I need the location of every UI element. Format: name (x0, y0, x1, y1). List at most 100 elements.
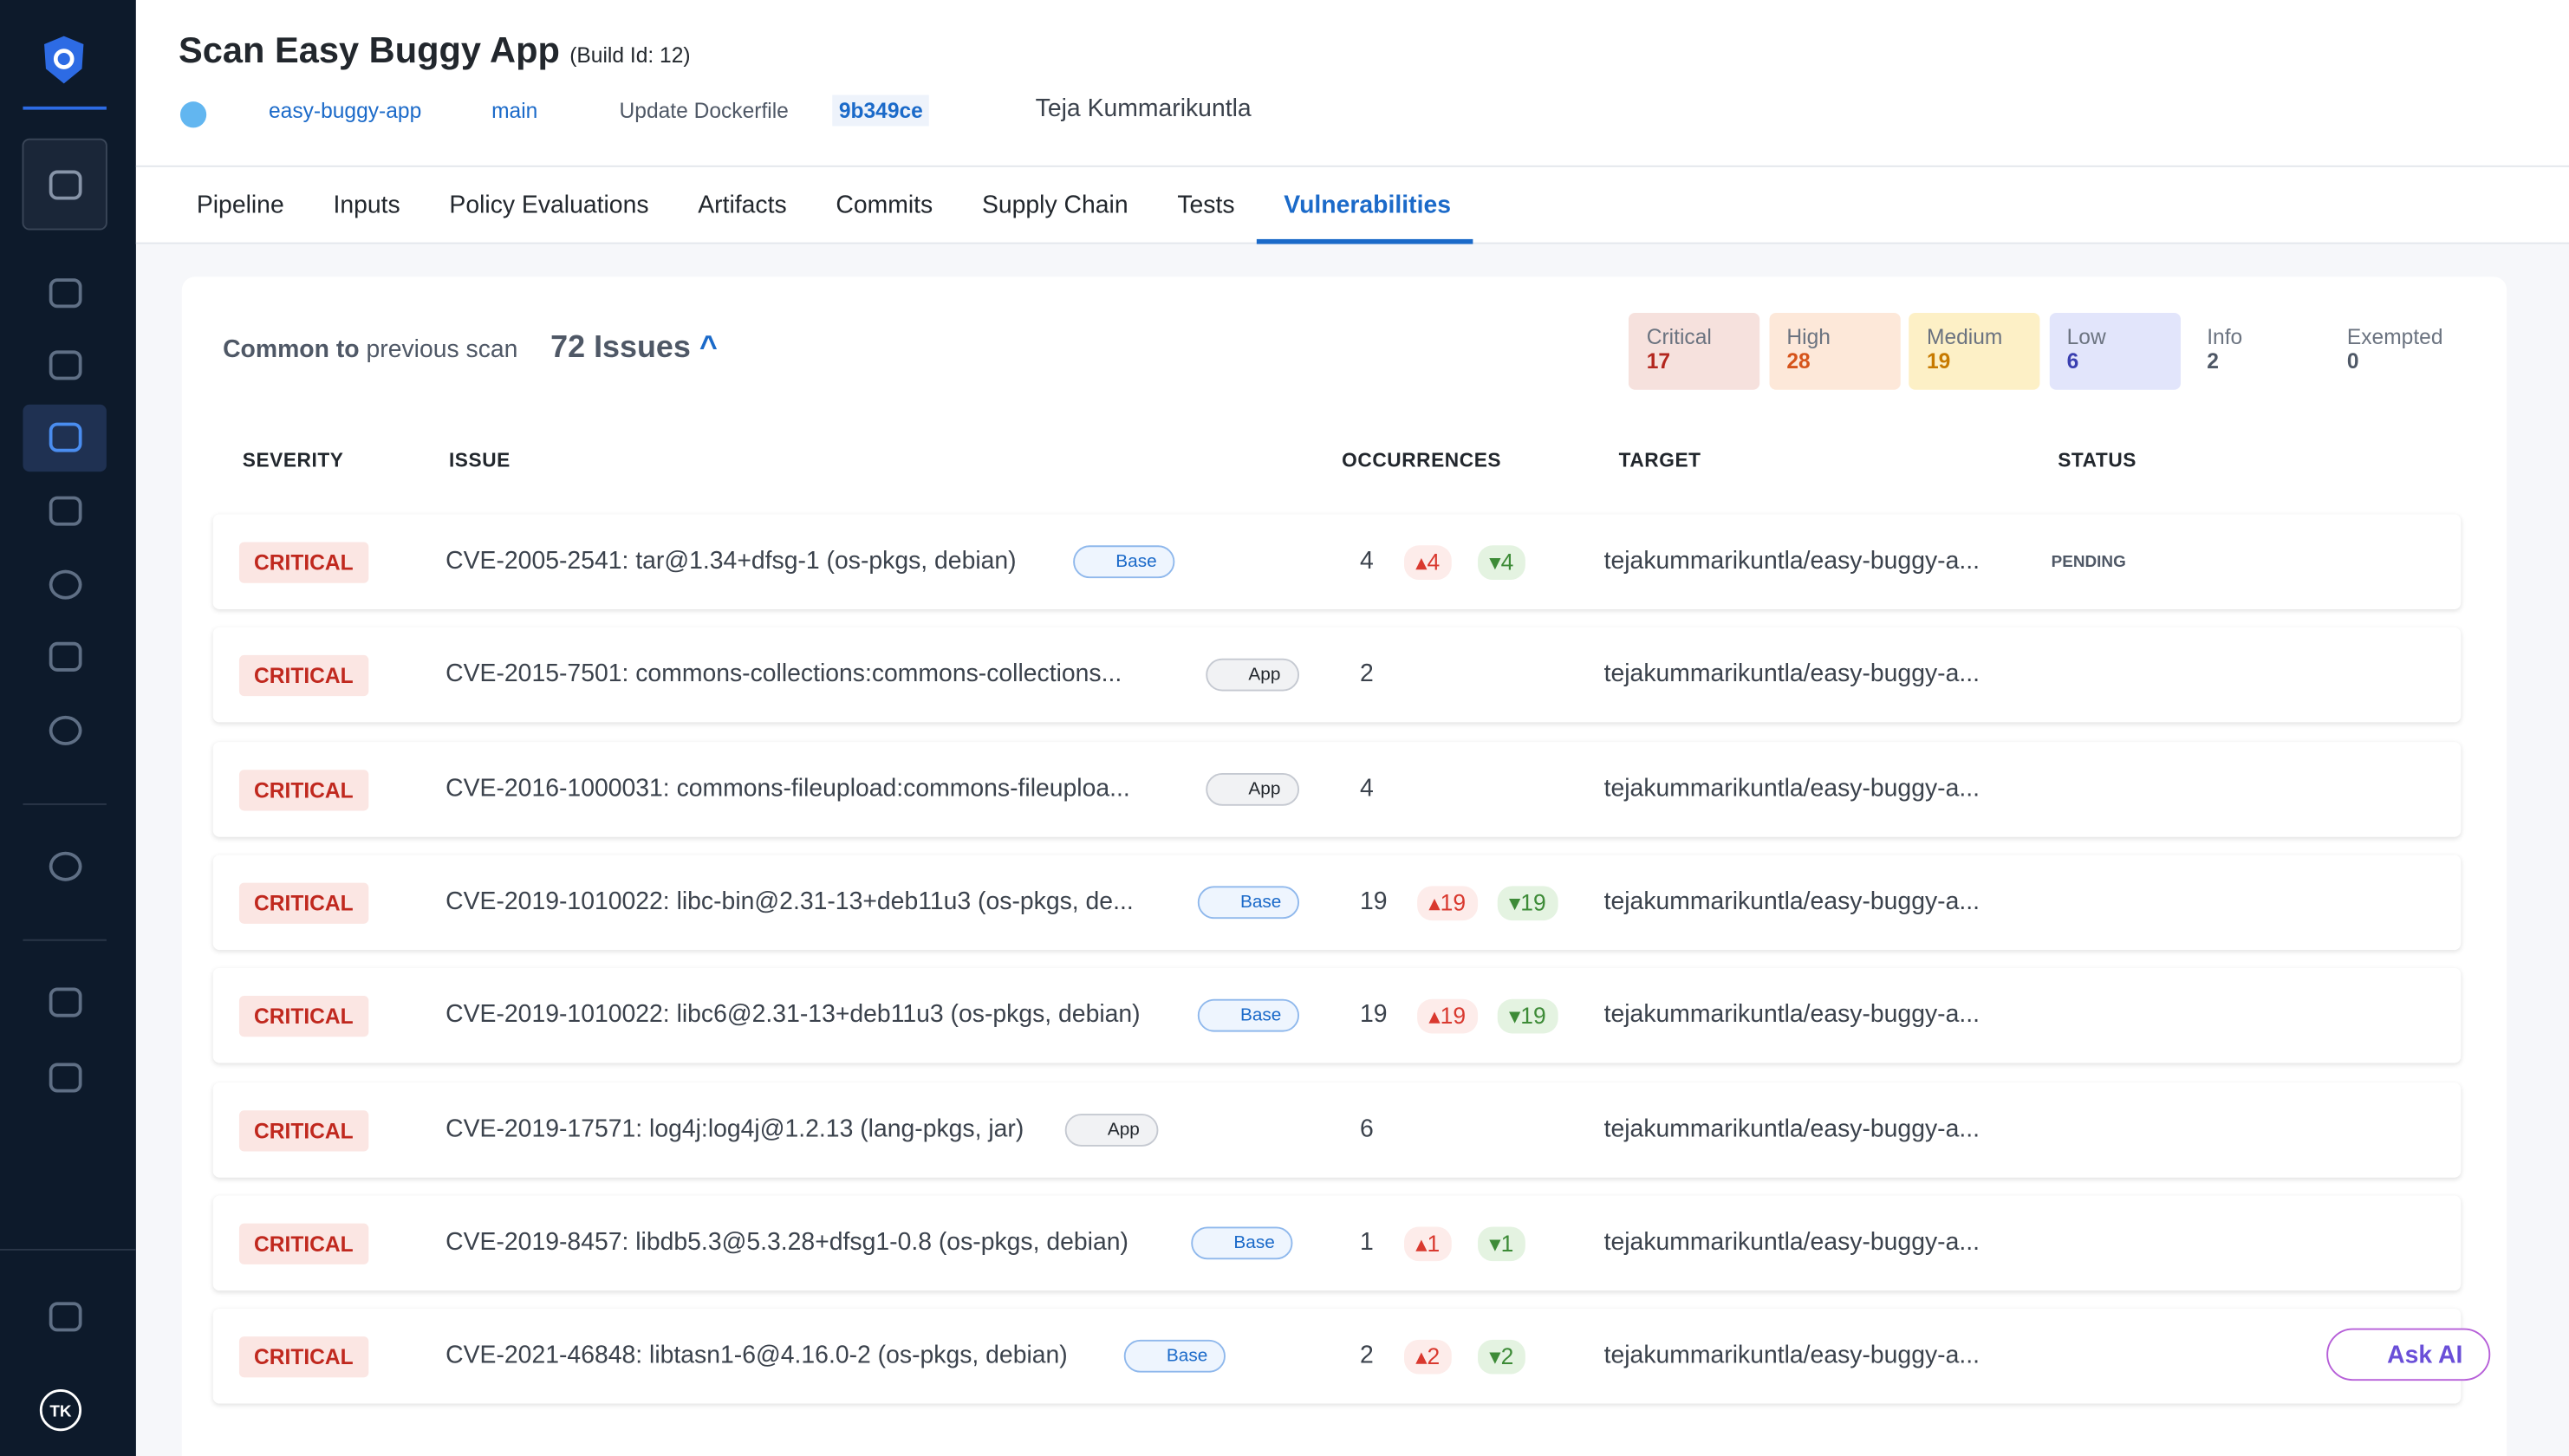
new-value: 19 (1440, 888, 1467, 916)
issues-text: 72 Issues (550, 330, 691, 366)
count-value: 6 (2066, 348, 2079, 374)
layer-tag: App (1064, 1113, 1158, 1146)
issue: CVE-2019-1010022: libc-bin@2.31-13+deb11… (446, 887, 1134, 916)
count-value: 17 (1646, 348, 1671, 374)
target: tejakummarikuntla/easy-buggy-a... (1603, 547, 1980, 575)
commit-message: Update Dockerfile (619, 98, 789, 123)
layer-tag: Base (1073, 545, 1175, 579)
fixed-value: 4 (1500, 549, 1514, 575)
severity: CRITICAL (238, 542, 368, 583)
fixed-value: 1 (1500, 1229, 1514, 1257)
new-count: ▴19 (1417, 999, 1478, 1034)
sidebar-icons: TK (0, 36, 136, 1432)
new-value: 19 (1440, 1002, 1467, 1030)
count-label: Critical (1646, 324, 1712, 349)
sidebar: TK (0, 0, 136, 1456)
new-count: ▴19 (1417, 886, 1478, 920)
row[interactable]: CRITICAL CVE-2019-8457: libdb5.3@5.3.28+d… (212, 1195, 2462, 1290)
count-box[interactable]: High 28 (1768, 312, 1900, 390)
severity: CRITICAL (238, 996, 368, 1037)
column-header: ISSUE (448, 448, 511, 472)
count-label: Low (2066, 324, 2106, 349)
layer-tag: App (1206, 772, 1299, 806)
summary-rest: previous scan (366, 335, 518, 364)
tab[interactable]: Policy Evaluations (449, 192, 649, 220)
issue: CVE-2019-17571: log4j:log4j@1.2.13 (lang… (446, 1115, 1024, 1143)
fixed-count: ▾19 (1497, 886, 1558, 920)
layer-tag: Base (1123, 1340, 1226, 1373)
icon[interactable] (49, 851, 82, 881)
icon[interactable] (49, 422, 82, 452)
branch[interactable]: main (491, 98, 538, 123)
target: tejakummarikuntla/easy-buggy-a... (1603, 1001, 1980, 1030)
row[interactable]: CRITICAL CVE-2019-1010022: libc-bin@2.31-… (212, 855, 2462, 950)
issues-count[interactable]: 72 Issues ^ (550, 331, 718, 367)
count-box[interactable]: Medium 19 (1909, 312, 2040, 390)
target: tejakummarikuntla/easy-buggy-a... (1603, 1341, 1980, 1370)
tab[interactable]: Vulnerabilities (1256, 167, 1473, 244)
tab[interactable]: Pipeline (196, 192, 284, 220)
header: Scan Easy Buggy App (Build Id: 12) easy-b… (135, 0, 2569, 244)
icon[interactable] (49, 278, 82, 309)
row[interactable]: CRITICAL CVE-2019-1010022: libc6@2.31-13+… (212, 968, 2462, 1063)
row[interactable]: CRITICAL CVE-2015-7501: commons-collectio… (212, 627, 2462, 723)
new-value: 4 (1427, 549, 1441, 575)
icon[interactable] (49, 496, 82, 526)
severity: CRITICAL (238, 655, 368, 697)
count-value: 2 (2207, 348, 2219, 374)
occurrences: 19 (1359, 887, 1388, 916)
occurrences: 19 (1359, 1001, 1388, 1030)
icon[interactable] (49, 1302, 82, 1332)
occurrences: 1 (1359, 1227, 1374, 1257)
fixed-count: ▾19 (1497, 999, 1558, 1034)
occurrences: 2 (1359, 660, 1374, 689)
target: tejakummarikuntla/easy-buggy-a... (1603, 774, 1980, 803)
issue: CVE-2019-8457: libdb5.3@5.3.28+dfsg1-0.8… (446, 1227, 1128, 1257)
count-box[interactable]: Critical 17 (1628, 312, 1760, 390)
ask-ai[interactable]: Ask AI (2326, 1328, 2491, 1381)
icon[interactable] (49, 715, 82, 745)
repo[interactable]: easy-buggy-app (269, 98, 422, 123)
occurrences: 6 (1359, 1115, 1374, 1143)
build-id: (Build Id: 12) (569, 42, 691, 68)
summary-bold: Common to (223, 335, 360, 364)
icon[interactable] (49, 641, 82, 672)
occurrences: 2 (1359, 1341, 1374, 1370)
avatar[interactable]: TK (49, 1403, 72, 1421)
tab[interactable]: Artifacts (698, 192, 787, 220)
new-count: ▴4 (1403, 545, 1452, 580)
row[interactable]: CRITICAL CVE-2016-1000031: commons-fileup… (212, 741, 2462, 836)
ask-ai-label: Ask AI (2387, 1341, 2463, 1369)
tab[interactable]: Inputs (333, 192, 400, 220)
icon[interactable] (49, 987, 82, 1017)
commit-sha[interactable]: 9b349ce (832, 94, 930, 127)
tab[interactable]: Commits (836, 192, 933, 220)
severity: CRITICAL (238, 1223, 368, 1264)
tab[interactable]: Tests (1177, 192, 1235, 220)
count-box[interactable]: Exempted 0 (2329, 312, 2461, 390)
row[interactable]: CRITICAL CVE-2005-2541: tar@1.34+dfsg-1 (… (212, 514, 2462, 610)
title: Scan Easy Buggy App (179, 29, 560, 71)
count-box[interactable]: Info 2 (2189, 312, 2320, 390)
summary-label: Common to previous scan (223, 335, 517, 363)
issue: CVE-2005-2541: tar@1.34+dfsg-1 (os-pkgs,… (446, 547, 1017, 575)
status-icon (179, 101, 207, 128)
icon[interactable] (49, 170, 82, 200)
row[interactable]: CRITICAL CVE-2019-17571: log4j:log4j@1.2.… (212, 1082, 2462, 1177)
author: Teja Kummarikuntla (1035, 94, 1252, 123)
tab[interactable]: Supply Chain (981, 192, 1128, 220)
icon[interactable] (49, 1063, 82, 1093)
row[interactable]: CRITICAL CVE-2021-46848: libtasn1-6@4.16.… (212, 1309, 2462, 1404)
count-value: 28 (1786, 348, 1811, 374)
new-count: ▴1 (1403, 1226, 1452, 1261)
new-value: 1 (1427, 1229, 1441, 1257)
status: PENDING (2051, 553, 2126, 572)
icon[interactable] (49, 350, 82, 380)
issue: CVE-2019-1010022: libc6@2.31-13+deb11u3 … (446, 1001, 1141, 1030)
column-header: SEVERITY (242, 448, 344, 472)
icon[interactable] (49, 569, 82, 600)
severity: CRITICAL (238, 1109, 368, 1151)
count-box[interactable]: Low 6 (2048, 312, 2181, 390)
